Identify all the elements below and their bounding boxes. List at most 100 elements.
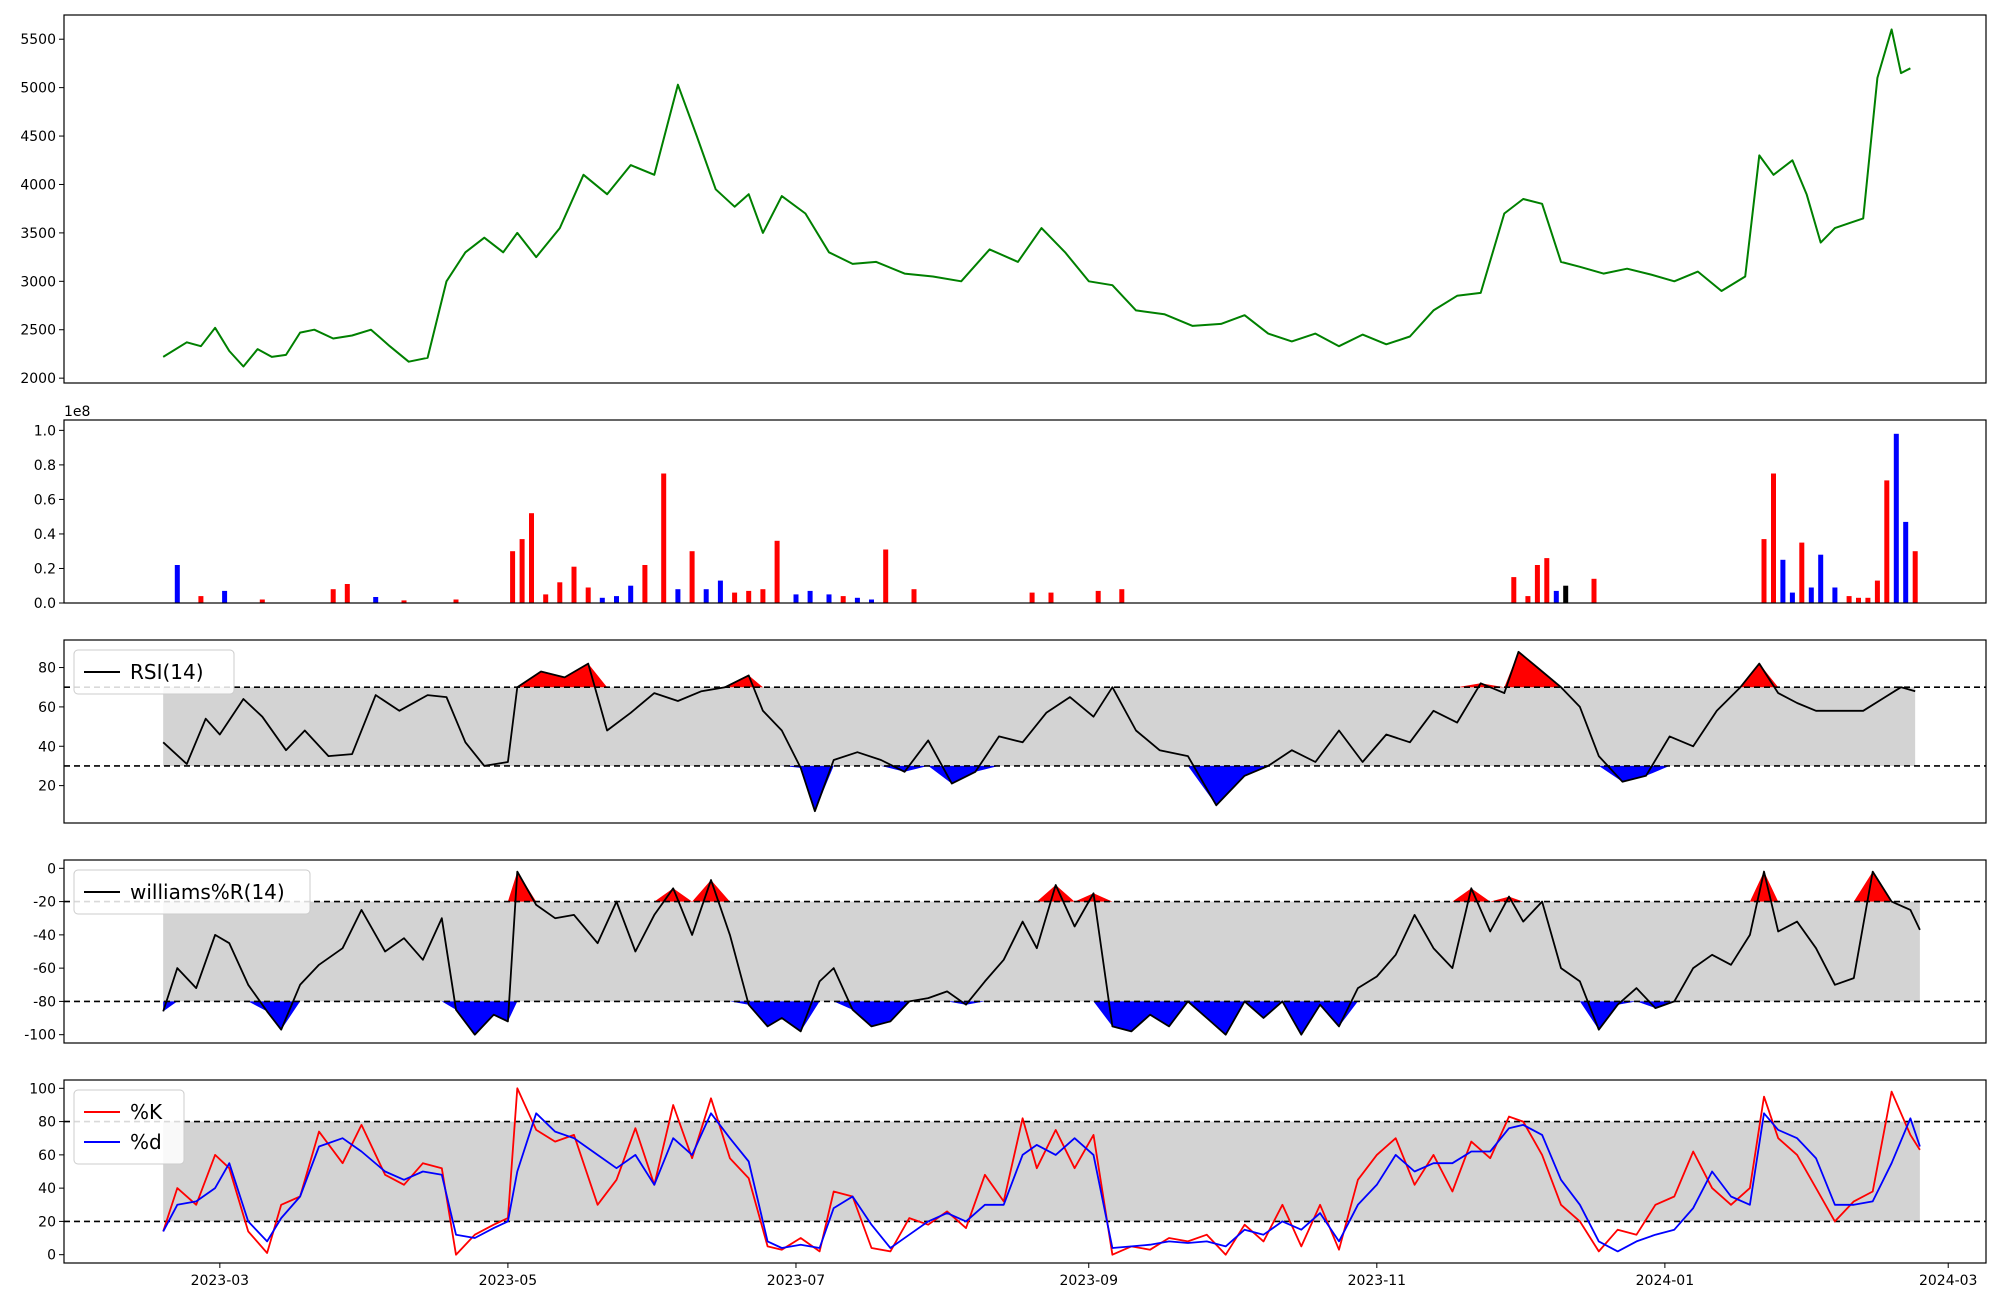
volume-bar	[703, 589, 709, 603]
legend-box	[73, 1089, 185, 1165]
y-tick-label: 0.8	[34, 458, 56, 474]
y-tick-label: 0.2	[34, 561, 56, 577]
volume-bar	[1874, 580, 1880, 603]
panel-frame	[63, 14, 1987, 384]
volume-bar	[1511, 577, 1517, 603]
volume-bar	[259, 599, 265, 603]
volume-bar	[1553, 590, 1559, 603]
volume-bar	[1912, 551, 1918, 603]
stochastic-panel: 0 20 40 60 80 100 %K %d	[29, 1079, 1987, 1264]
volume-bar	[1893, 433, 1899, 603]
y-tick-label: 20	[38, 1214, 56, 1230]
y-tick-label: 3000	[20, 274, 56, 290]
volume-bar	[585, 587, 591, 603]
price-panel: 2000 2500 3000 3500 4000 4500 5000 5500	[20, 14, 1987, 387]
volume-bar	[1865, 597, 1871, 603]
volume-bar	[1761, 539, 1767, 603]
volume-bar	[1780, 559, 1786, 603]
volume-bar	[1884, 480, 1890, 603]
shared-x-axis: 2023-03 2023-05 2023-07 2023-09 2023-11 2024-…	[191, 1263, 1978, 1289]
volume-bar	[529, 513, 534, 603]
y-tick-label: 0.4	[34, 527, 56, 543]
volume-bar	[628, 585, 634, 603]
y-tick-label: 0.6	[34, 492, 56, 508]
y-tick-label: 2000	[20, 371, 56, 387]
williams-panel: 0 -20 -40 -60 -80 -100 williams%R(14)	[24, 859, 1987, 1044]
volume-bar	[1808, 587, 1814, 603]
legend-label: RSI(14)	[130, 660, 204, 684]
volume-bar	[1119, 589, 1125, 603]
volume-bar	[826, 594, 832, 603]
volume-bar	[1048, 592, 1054, 603]
legend-label: %K	[130, 1100, 163, 1124]
volume-bar	[543, 594, 549, 603]
band-fill	[163, 1121, 1920, 1222]
y-tick-label: 4000	[20, 177, 56, 193]
band-fill	[163, 901, 1920, 1002]
y-tick-label: 40	[38, 739, 56, 755]
x-tick-label: 2024-01	[1636, 1273, 1695, 1289]
y-tick-label: 3500	[20, 226, 56, 242]
volume-bar	[1544, 558, 1550, 603]
d-line	[162, 1112, 1921, 1253]
volume-bar	[1095, 590, 1101, 603]
y-tick-label: 80	[38, 1115, 56, 1131]
panel-frame	[63, 1079, 1987, 1264]
volume-bar	[1856, 597, 1861, 603]
volume-bar	[774, 540, 780, 603]
volume-bar	[1525, 596, 1531, 603]
volume-bar	[614, 596, 619, 603]
panel-frame	[63, 639, 1987, 824]
volume-bar	[453, 599, 459, 603]
indicator-line	[162, 650, 1916, 813]
volume-bar	[1832, 587, 1838, 603]
volume-bar	[1534, 565, 1540, 603]
volume-panel: 1e8 0.0 0.2 0.4 0.6 0.8 1.0	[34, 404, 1987, 612]
volume-bar	[840, 596, 846, 603]
y-tick-label: 40	[38, 1181, 56, 1197]
volume-bar	[344, 584, 350, 603]
volume-bar	[510, 551, 516, 603]
y-tick-label: 5500	[20, 32, 56, 48]
price-line	[162, 28, 1911, 368]
legend-box	[73, 869, 311, 915]
volume-bar	[1818, 554, 1824, 603]
y-tick-label: -80	[33, 994, 56, 1010]
volume-bar	[599, 597, 605, 603]
volume-bar	[519, 539, 525, 603]
y-tick-label: 1.0	[34, 423, 56, 439]
volume-bar	[689, 551, 695, 603]
volume-bar	[911, 589, 917, 603]
y-tick-label: -100	[24, 1028, 56, 1044]
volume-bar	[373, 597, 379, 603]
volume-bar	[1789, 592, 1795, 603]
y-tick-label: -20	[33, 895, 56, 911]
x-tick-label: 2023-09	[1060, 1273, 1119, 1289]
x-tick-label: 2023-11	[1348, 1273, 1407, 1289]
volume-bar	[661, 473, 667, 603]
y-tick-label: 0	[47, 861, 56, 877]
y-tick-label: 60	[38, 1148, 56, 1164]
volume-bar	[1903, 521, 1909, 603]
volume-bar	[854, 597, 860, 603]
volume-bar	[330, 589, 336, 603]
y-tick-label: 2500	[20, 323, 56, 339]
volume-bar	[222, 590, 228, 603]
x-tick-label: 2024-03	[1919, 1273, 1978, 1289]
legend-label: williams%R(14)	[130, 880, 285, 904]
volume-bar	[1029, 592, 1035, 603]
volume-bar	[198, 596, 204, 603]
volume-bar	[642, 565, 648, 603]
volume-bar	[1563, 585, 1569, 603]
volume-bar	[717, 580, 723, 603]
volume-bar	[1771, 473, 1776, 603]
x-tick-label: 2023-07	[767, 1273, 826, 1289]
volume-bar	[793, 594, 799, 603]
y-tick-label: 100	[29, 1081, 56, 1097]
overbought-fill	[163, 871, 1920, 902]
y-tick-label: -40	[33, 928, 56, 944]
x-tick-label: 2023-03	[191, 1273, 250, 1289]
volume-bar	[1799, 542, 1805, 603]
